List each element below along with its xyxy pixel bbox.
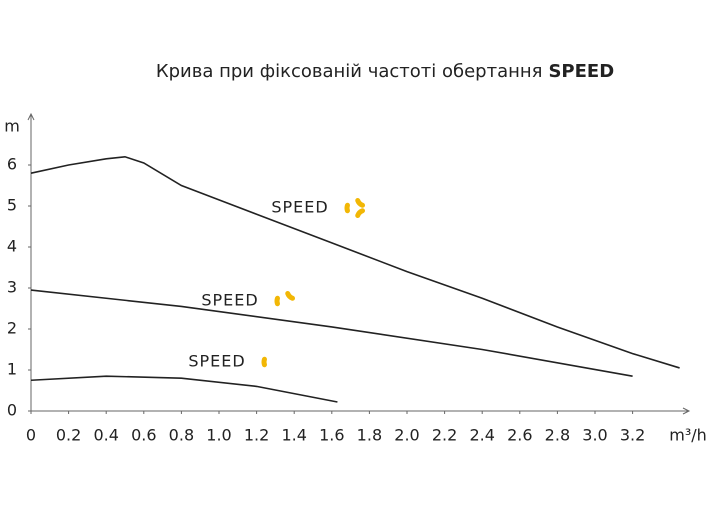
speed-icon (355, 197, 366, 208)
chart-title: Крива при фіксованій частоті обертання SP… (156, 61, 614, 82)
x-tick-label: 2.6 (507, 426, 532, 445)
x-tick-label: 3.2 (620, 426, 645, 445)
curve-label: SPEED (201, 291, 258, 310)
y-axis-label: m (4, 117, 20, 136)
pump-curve (30, 155, 680, 369)
x-tick-label: 0.8 (169, 426, 194, 445)
x-tick-label: 2.4 (469, 426, 494, 445)
y-tick-label: 2 (7, 319, 17, 338)
y-tick-label: 1 (7, 360, 17, 379)
title-text: Крива при фіксованій частоті обертання (156, 61, 543, 82)
y-tick-label: 5 (7, 196, 17, 215)
x-tick-label: 0.6 (131, 426, 156, 445)
y-tick-label: 6 (7, 155, 17, 174)
y-axis-arrow (27, 112, 35, 121)
x-tick-label: 0 (26, 426, 36, 445)
x-tick-label: 2.0 (394, 426, 419, 445)
x-tick-label: 1.4 (281, 426, 306, 445)
x-axis-arrow (682, 407, 691, 415)
y-tick-label: 0 (7, 401, 17, 420)
x-tick-label: 0.2 (56, 426, 81, 445)
x-tick-label: 2.2 (432, 426, 457, 445)
title-emphasis: SPEED (548, 61, 614, 82)
curve-label: SPEED (271, 198, 328, 217)
x-tick-label: 1.8 (357, 426, 382, 445)
curve-label: SPEED (188, 352, 245, 371)
speed-icon (355, 208, 366, 219)
x-tick-label: 3.0 (582, 426, 607, 445)
y-tick-label: 3 (7, 278, 17, 297)
x-axis-label: m³/h (669, 426, 707, 445)
y-tick-label: 4 (7, 237, 17, 256)
x-tick-label: 1.6 (319, 426, 344, 445)
x-tick-label: 0.4 (93, 426, 118, 445)
x-tick-label: 2.8 (545, 426, 570, 445)
x-tick-label: 1.2 (244, 426, 269, 445)
pump-curve (30, 375, 338, 403)
pump-curve (30, 289, 633, 377)
speed-icon (285, 290, 296, 301)
x-tick-label: 1.0 (206, 426, 231, 445)
